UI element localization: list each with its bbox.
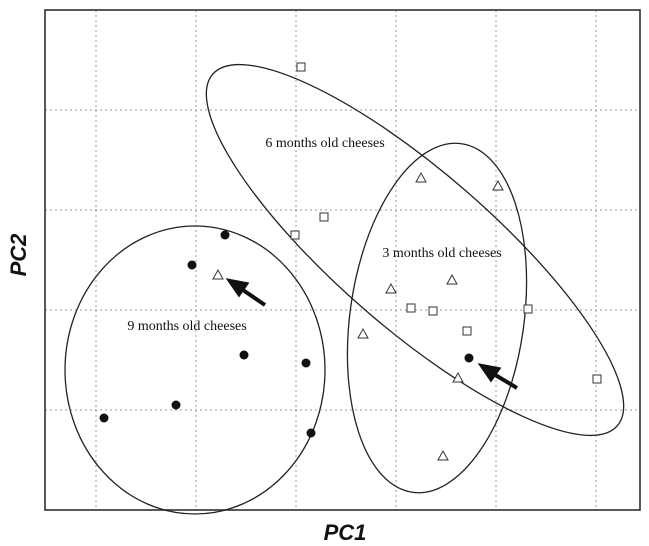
point	[523, 304, 533, 314]
plot-frame	[44, 9, 641, 511]
arrow	[238, 286, 267, 307]
arrow-head	[477, 363, 502, 383]
point	[171, 400, 181, 410]
point	[301, 358, 311, 368]
y-axis-label: PC2	[6, 233, 31, 277]
point	[212, 268, 224, 280]
point	[406, 303, 416, 313]
point	[290, 230, 300, 240]
cluster-ellipse	[205, 63, 625, 437]
point	[462, 326, 472, 336]
point	[357, 327, 369, 339]
point	[464, 353, 474, 363]
cluster-ellipse	[346, 142, 528, 494]
arrow	[490, 371, 519, 390]
point	[492, 179, 504, 191]
point	[452, 371, 464, 383]
point	[220, 230, 230, 240]
point	[437, 449, 449, 461]
point	[592, 374, 602, 384]
x-axis-label: PC1	[324, 520, 367, 545]
point	[385, 282, 397, 294]
point	[239, 350, 249, 360]
point	[306, 428, 316, 438]
arrows	[225, 278, 519, 390]
point	[415, 171, 427, 183]
arrow-head	[225, 278, 250, 298]
point	[99, 413, 109, 423]
point	[319, 212, 329, 222]
annotation: 3 months old cheeses	[382, 246, 501, 261]
point	[446, 273, 458, 285]
annotation: 9 months old cheeses	[127, 319, 246, 334]
point	[296, 62, 306, 72]
cluster-ellipse	[64, 225, 326, 515]
annotation: 6 months old cheeses	[265, 136, 384, 151]
points	[99, 62, 602, 461]
point	[187, 260, 197, 270]
grid	[45, 10, 640, 510]
point	[428, 306, 438, 316]
clusters	[64, 63, 625, 515]
